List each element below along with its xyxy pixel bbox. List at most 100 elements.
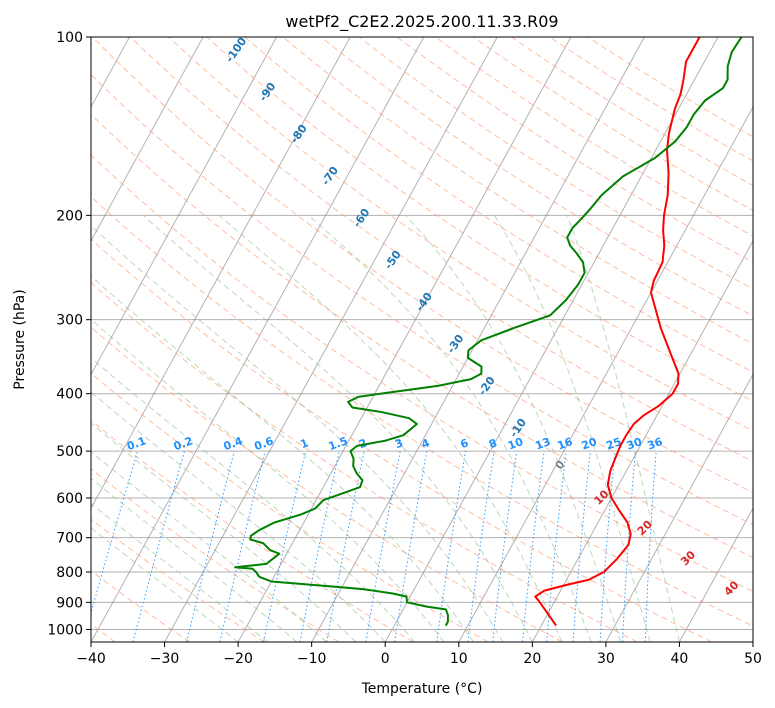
mixing-ratio-line (467, 451, 495, 642)
mixing-ratio-label: 1.5 (327, 434, 350, 453)
isotherm-line (91, 37, 425, 642)
y-tick-label: 800 (56, 565, 83, 581)
x-tick-label: −30 (150, 651, 180, 667)
isotherm-line (458, 105, 753, 642)
mixing-ratio-line (263, 450, 307, 642)
isotherm-line (678, 507, 753, 642)
moist-adiabat-line (91, 477, 298, 642)
dry-adiabat-line (91, 419, 414, 642)
isotherm-line (91, 37, 351, 510)
y-tick-label: 500 (56, 444, 83, 460)
isotherm-line (752, 640, 753, 642)
dry-adiabat-line (511, 37, 753, 187)
mixing-ratio-line (572, 451, 591, 642)
y-tick-label: 200 (56, 208, 83, 224)
mixing-ratio-label: 6 (459, 436, 471, 451)
plot-frame (90, 36, 754, 643)
mixing-ratio-line (522, 451, 545, 642)
x-tick-label: −20 (223, 651, 253, 667)
mixing-ratio-line (132, 450, 185, 642)
dry-adiabat-line (206, 37, 753, 402)
theta-e-label: 30 (678, 548, 698, 568)
mixing-ratio-label: 36 (646, 435, 665, 453)
dry-adiabat-line (587, 37, 753, 138)
y-tick-label: 700 (56, 531, 83, 547)
x-tick-label: 40 (671, 651, 689, 667)
dewpoint-profile-line (234, 37, 743, 627)
mixing-ratio-line (436, 451, 467, 642)
dry-adiabat-line (91, 468, 340, 642)
mixing-ratio-label: 1 (299, 436, 311, 451)
dry-adiabat-line (91, 195, 753, 627)
mixing-ratio-label: 4 (420, 436, 432, 451)
moist-adiabat-line (91, 318, 445, 642)
isotherm-line (0, 37, 56, 642)
moist-adiabat-line (91, 225, 504, 642)
isotherm-line (91, 37, 278, 376)
mixing-ratio-line (546, 451, 567, 642)
isotherm-line (164, 37, 498, 642)
dry-adiabat-label: -50 (382, 248, 404, 272)
x-tick-label: 20 (523, 651, 541, 667)
mixing-ratio-label: 0.4 (222, 434, 245, 453)
y-tick-label: 600 (56, 491, 83, 507)
zero-label: 0 (553, 458, 568, 472)
dry-adiabat-line (91, 326, 563, 642)
dry-adiabat-line (92, 37, 753, 494)
theta-e-label: 40 (722, 578, 742, 598)
dry-adiabat-label: -20 (476, 374, 498, 398)
isotherm-line (531, 239, 753, 642)
mixing-ratio-label: 13 (533, 435, 552, 452)
dry-adiabat-line (91, 570, 190, 642)
isotherm-line (311, 37, 645, 642)
isotherm-line (384, 37, 719, 642)
dry-adiabat-line (91, 518, 265, 642)
moist-adiabat-line (91, 391, 386, 642)
mixing-ratio-label: 0.6 (253, 434, 276, 453)
y-tick-label: 1000 (47, 622, 83, 638)
moist-adiabat-line (142, 214, 533, 642)
dry-adiabat-line (168, 37, 753, 432)
dry-adiabat-line (91, 154, 753, 592)
moist-adiabat-line (404, 214, 622, 642)
mixing-ratio-label: 16 (556, 435, 575, 453)
dry-adiabat-label: -30 (444, 332, 466, 356)
moist-adiabat-line (91, 503, 268, 642)
x-tick-label: 0 (381, 651, 390, 667)
dry-adiabat-line (358, 37, 753, 290)
mixing-ratio-label: 3 (393, 436, 405, 451)
x-tick-label: −10 (297, 651, 327, 667)
y-tick-label: 400 (56, 387, 83, 403)
moist-adiabat-line (91, 527, 239, 642)
mixing-ratio-label: 30 (625, 435, 644, 453)
y-tick-label: 900 (56, 595, 83, 611)
moist-adiabat-line (91, 275, 474, 642)
dry-adiabat-line (91, 372, 489, 642)
temperature-profile-line (534, 37, 701, 627)
mixing-ratio-label: 0.1 (125, 434, 148, 453)
dry-adiabat-label: -100 (223, 35, 250, 65)
x-tick-label: −40 (76, 651, 106, 667)
mixing-ratio-label: 0.2 (172, 434, 195, 453)
mixing-ratio-line (91, 450, 139, 615)
y-tick-label: 300 (56, 313, 83, 329)
dry-adiabat-line (320, 37, 753, 317)
isotherm-line (237, 37, 572, 642)
dry-adiabat-line (91, 238, 713, 642)
y-axis-label: Pressure (hPa) (12, 289, 28, 389)
x-tick-label: 10 (450, 651, 468, 667)
moist-adiabat-line (566, 215, 680, 642)
dry-adiabat-line (244, 37, 753, 373)
y-tick-label: 100 (56, 30, 83, 46)
moist-adiabat-line (493, 215, 651, 642)
dry-adiabat-label: -10 (507, 416, 529, 440)
moist-adiabat-line (91, 422, 357, 642)
dry-adiabat-label: -70 (319, 164, 341, 188)
theta-e-label: 20 (635, 518, 655, 538)
dry-adiabat-line (91, 113, 753, 559)
mixing-ratio-label: 20 (580, 435, 599, 453)
moist-adiabat-line (218, 214, 563, 642)
mixing-ratio-label: 10 (506, 435, 525, 453)
mixing-ratio-line (622, 451, 636, 642)
